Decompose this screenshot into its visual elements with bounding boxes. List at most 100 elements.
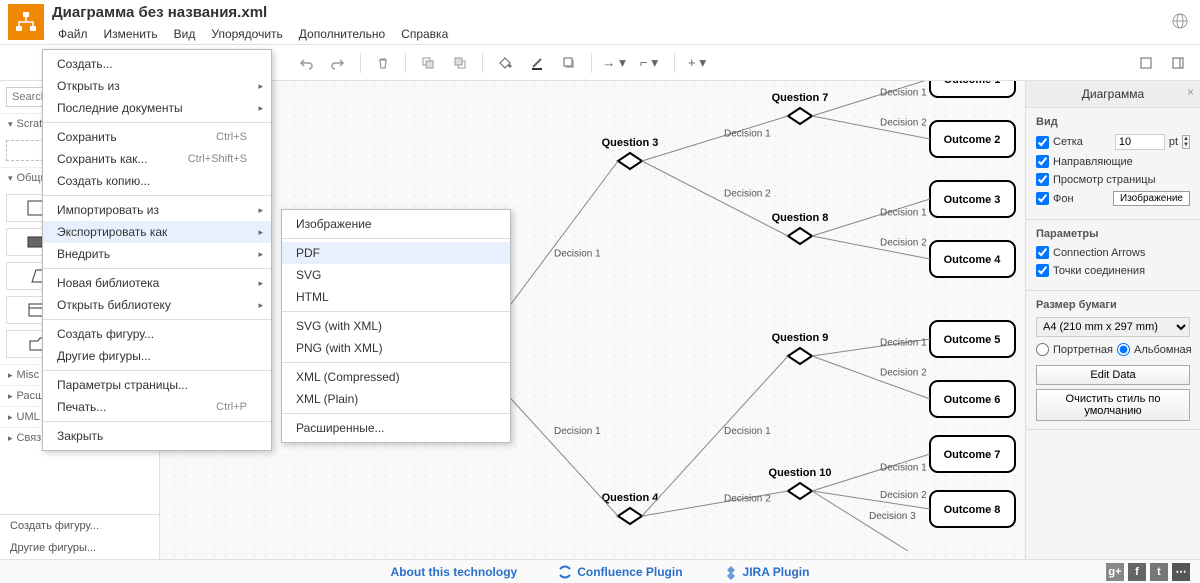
file-menu-item[interactable]: Открыть библиотеку [43,294,271,316]
other-shapes-link[interactable]: Другие фигуры... [0,537,159,559]
file-menu-item[interactable]: Внедрить [43,243,271,265]
file-menu-item[interactable]: Новая библиотека [43,272,271,294]
svg-text:Decision 1: Decision 1 [554,249,601,260]
app-logo[interactable] [8,4,44,40]
svg-text:Question 10: Question 10 [769,467,832,479]
svg-text:Decision 1: Decision 1 [880,208,927,219]
portrait-radio[interactable] [1036,343,1049,356]
delete-button[interactable] [369,50,397,76]
menu-изменить[interactable]: Изменить [98,25,164,43]
export-menu-item[interactable]: SVG [282,264,510,286]
export-menu-item[interactable]: PNG (with XML) [282,337,510,359]
toback-button[interactable] [446,50,474,76]
shadow-button[interactable] [555,50,583,76]
svg-text:Decision 3: Decision 3 [869,511,916,522]
file-menu-item[interactable]: Импортировать из [43,199,271,221]
confluence-link[interactable]: Confluence Plugin [557,564,682,580]
file-menu-item[interactable]: Экспортировать как [43,221,271,243]
twitter-icon[interactable]: t [1150,563,1168,581]
file-menu-item[interactable]: Последние документы [43,97,271,119]
file-menu-item[interactable]: СохранитьCtrl+S [43,126,271,148]
file-menu-item[interactable]: Открыть из [43,75,271,97]
jira-link[interactable]: JIRA Plugin [723,564,810,580]
svg-text:Question 3: Question 3 [602,137,659,149]
create-shape-link[interactable]: Создать фигуру... [0,515,159,537]
redo-button[interactable] [324,50,352,76]
landscape-radio[interactable] [1117,343,1130,356]
menu-дополнительно[interactable]: Дополнительно [293,25,391,43]
paper-size-select[interactable]: A4 (210 mm x 297 mm) [1036,317,1190,337]
format-panel: Диаграмма× Вид Сеткаpt▲▼ Направляющие Пр… [1025,81,1200,559]
section-paper-title: Размер бумаги [1036,299,1190,311]
export-menu-item[interactable]: PDF [282,242,510,264]
svg-text:Decision 1: Decision 1 [724,426,771,437]
svg-text:Decision 1: Decision 1 [724,129,771,140]
about-link[interactable]: About this technology [391,565,518,579]
file-menu-item[interactable]: Печать...Ctrl+P [43,396,271,418]
grid-size-input[interactable] [1115,134,1165,150]
file-menu-item[interactable]: Создать фигуру... [43,323,271,345]
conn-points-label: Точки соединения [1053,265,1190,277]
waypoint-button[interactable]: ⌐ ▾ [632,50,666,76]
add-button[interactable]: + ▾ [683,50,711,76]
fill-button[interactable] [491,50,519,76]
gplus-icon[interactable]: g+ [1106,563,1124,581]
menubar: ФайлИзменитьВидУпорядочить ДополнительноС… [52,23,1172,43]
fullscreen-button[interactable] [1132,50,1160,76]
export-menu-item[interactable]: Изображение [282,213,510,235]
guides-label: Направляющие [1053,156,1190,168]
menu-файл[interactable]: Файл [52,25,94,43]
file-menu-item[interactable]: Создать... [43,53,271,75]
grid-checkbox[interactable] [1036,136,1049,149]
background-image-button[interactable]: Изображение [1113,191,1190,206]
file-menu-item[interactable]: Сохранить как...Ctrl+Shift+S [43,148,271,170]
facebook-icon[interactable]: f [1128,563,1146,581]
conn-points-checkbox[interactable] [1036,264,1049,277]
panel-close-icon[interactable]: × [1187,85,1194,99]
file-menu-item[interactable]: Другие фигуры... [43,345,271,367]
clear-style-button[interactable]: Очистить стиль по умолчанию [1036,389,1190,421]
portrait-label: Портретная [1053,344,1113,356]
language-icon[interactable] [1172,13,1188,32]
tofront-button[interactable] [414,50,442,76]
grid-label: Сетка [1053,136,1111,148]
pageview-checkbox[interactable] [1036,173,1049,186]
export-menu-item[interactable]: XML (Compressed) [282,366,510,388]
conn-arrows-label: Connection Arrows [1053,247,1190,259]
svg-text:Decision 2: Decision 2 [880,368,927,379]
background-label: Фон [1053,193,1109,205]
grid-step-down[interactable]: ▼ [1183,142,1189,148]
menu-справка[interactable]: Справка [395,25,454,43]
panel-title: Диаграмма× [1026,81,1200,108]
svg-text:Decision 1: Decision 1 [880,88,927,99]
file-menu-item[interactable]: Закрыть [43,425,271,447]
svg-text:Decision 1: Decision 1 [880,463,927,474]
background-checkbox[interactable] [1036,192,1049,205]
svg-text:Outcome 2: Outcome 2 [944,134,1001,146]
export-menu-item[interactable]: XML (Plain) [282,388,510,410]
file-menu-item[interactable]: Создать копию... [43,170,271,192]
file-menu-item[interactable]: Параметры страницы... [43,374,271,396]
export-menu-item[interactable]: Расширенные... [282,417,510,439]
line-color-button[interactable] [523,50,551,76]
export-menu-item[interactable]: SVG (with XML) [282,315,510,337]
section-params-title: Параметры [1036,228,1190,240]
menu-вид[interactable]: Вид [168,25,202,43]
export-menu-item[interactable]: HTML [282,286,510,308]
undo-button[interactable] [292,50,320,76]
menu-упорядочить[interactable]: Упорядочить [205,25,288,43]
conn-arrows-checkbox[interactable] [1036,246,1049,259]
svg-text:Decision 2: Decision 2 [880,118,927,129]
connection-button[interactable]: → ▾ [600,50,628,76]
format-panel-button[interactable] [1164,50,1192,76]
pageview-label: Просмотр страницы [1053,174,1190,186]
file-menu-dropdown: Создать...Открыть изПоследние документы С… [42,49,272,451]
svg-text:Outcome 7: Outcome 7 [944,449,1001,461]
sidebar-footer: Создать фигуру... Другие фигуры... [0,514,159,559]
svg-text:Decision 1: Decision 1 [554,426,601,437]
guides-checkbox[interactable] [1036,155,1049,168]
landscape-label: Альбомная [1134,344,1192,356]
share-icon[interactable]: ⋯ [1172,563,1190,581]
edit-data-button[interactable]: Edit Data [1036,365,1190,385]
doc-title[interactable]: Диаграмма без названия.xml [52,2,1172,23]
